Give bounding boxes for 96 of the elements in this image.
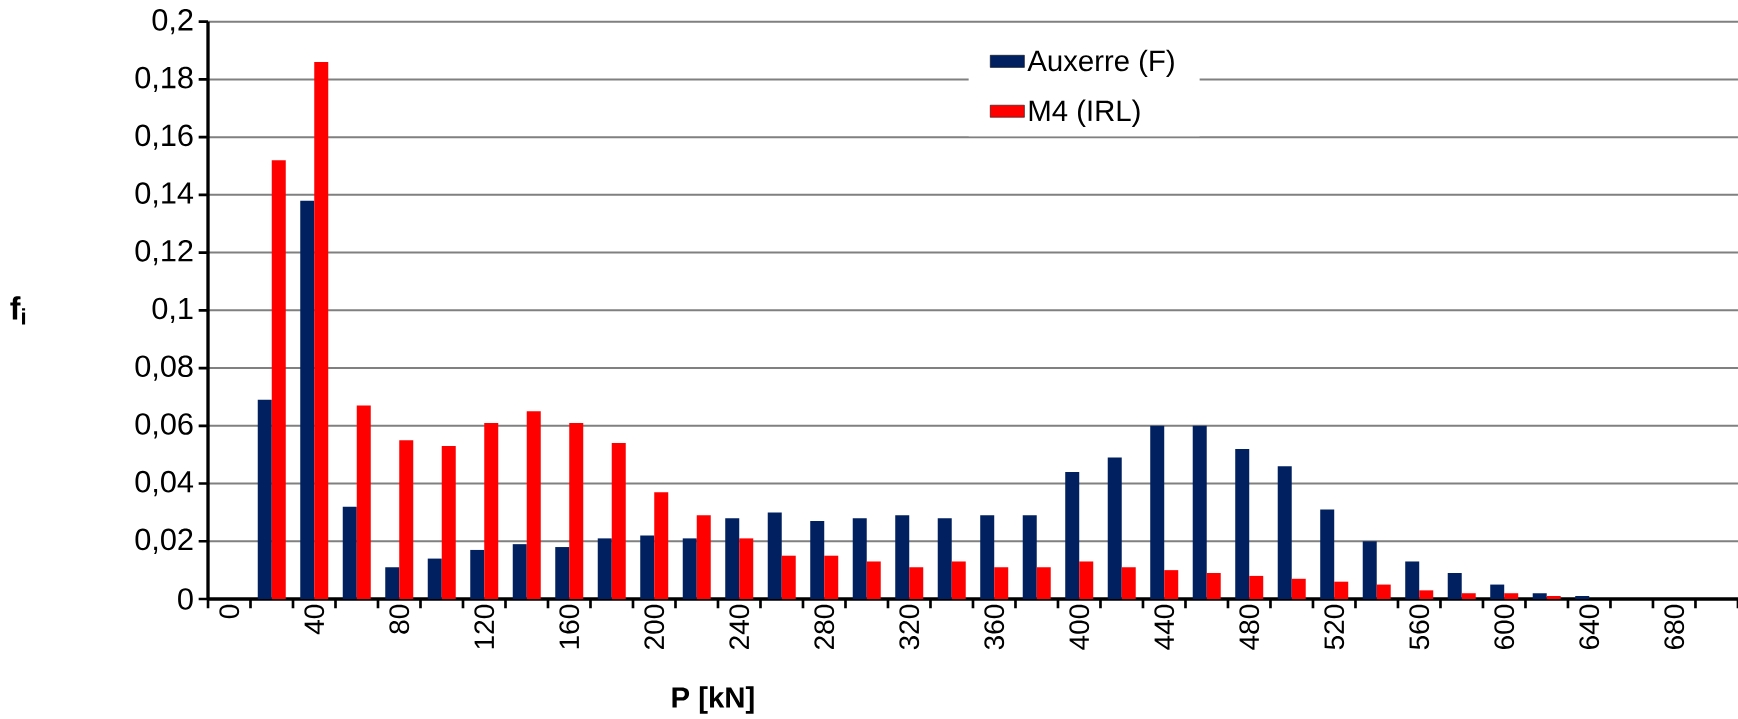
bar — [300, 200, 315, 599]
y-tick-label: 0,1 — [152, 297, 193, 324]
x-axis-title: P [kN] — [672, 686, 754, 714]
bar — [1320, 509, 1335, 599]
bar — [810, 521, 825, 599]
legend-label: M4 (IRL) — [1029, 99, 1140, 127]
x-tick-label: 560 — [1409, 604, 1430, 650]
x-tick-label: 160 — [559, 604, 580, 649]
bar — [1277, 466, 1292, 599]
bar — [1164, 570, 1179, 599]
bar — [1206, 573, 1221, 599]
bar — [342, 506, 357, 599]
bar — [1235, 448, 1250, 599]
x-tick-label: 360 — [984, 604, 1005, 650]
bar — [909, 567, 924, 599]
bar — [951, 561, 966, 599]
bar — [696, 515, 711, 599]
bar — [1490, 584, 1505, 599]
x-tick-label: 120 — [474, 604, 495, 649]
bar — [484, 422, 499, 599]
x-tick-label: 80 — [389, 604, 410, 634]
y-tick-label: 0 — [178, 588, 193, 610]
bar — [611, 443, 626, 599]
y-tick-label: 0,06 — [135, 413, 193, 439]
bar — [399, 440, 414, 599]
bar — [512, 544, 527, 599]
bar — [640, 535, 655, 599]
x-tick-label: 480 — [1239, 604, 1260, 650]
x-tick-label: 600 — [1494, 604, 1515, 650]
bar — [725, 518, 740, 599]
bar — [1546, 596, 1561, 599]
bar — [1334, 581, 1349, 599]
bar — [937, 518, 952, 599]
y-tick-label: 0,18 — [135, 66, 193, 93]
x-tick-label: 200 — [644, 604, 665, 650]
x-tick-label: 280 — [814, 604, 835, 650]
bar — [314, 62, 329, 599]
bar — [569, 422, 584, 599]
bar — [470, 549, 485, 599]
legend-label: Auxerre (F) — [1027, 49, 1174, 78]
bar — [1447, 573, 1462, 599]
x-tick-label: 400 — [1069, 604, 1090, 650]
bar — [1036, 567, 1051, 599]
bar — [739, 538, 754, 599]
bar — [654, 492, 669, 599]
x-tick-label: 440 — [1154, 604, 1175, 650]
y-tick-label: 0,08 — [135, 355, 193, 381]
x-tick-label: 320 — [899, 604, 920, 650]
bar — [994, 567, 1009, 599]
x-tick-label: 640 — [1579, 604, 1600, 650]
bar — [385, 567, 400, 599]
y-tick-label: 0,02 — [135, 528, 193, 554]
x-tick-label: 240 — [729, 604, 750, 650]
x-tick-label: 40 — [304, 604, 325, 635]
bar — [1376, 584, 1391, 599]
x-tick-label: 0 — [219, 604, 240, 619]
bar — [1192, 425, 1207, 599]
bar — [356, 405, 371, 599]
bar — [1121, 567, 1136, 599]
bar — [824, 555, 839, 599]
bar — [555, 547, 570, 599]
y-tick-label: 0,14 — [135, 182, 194, 208]
bar — [682, 538, 697, 599]
x-tick-label: 680 — [1664, 604, 1685, 650]
bar — [597, 538, 612, 599]
bar — [1419, 590, 1434, 599]
bar — [1107, 457, 1122, 599]
bar — [1022, 515, 1037, 599]
y-tick-label: 0,2 — [152, 9, 193, 35]
bar — [1532, 593, 1547, 599]
bar — [1575, 596, 1590, 599]
y-axis-title: f$_{i}$ — [10, 296, 26, 325]
bar — [1504, 593, 1519, 599]
bar — [852, 518, 867, 599]
y-tick-label: 0,12 — [135, 239, 193, 266]
x-tick-label: 520 — [1324, 604, 1345, 650]
bar — [1150, 425, 1165, 599]
bar — [1405, 561, 1420, 599]
bar — [257, 399, 272, 599]
bar — [895, 515, 910, 599]
bar — [866, 561, 881, 599]
y-tick-label: 0,04 — [135, 470, 194, 497]
bar — [427, 558, 442, 599]
bar — [781, 555, 796, 599]
bar — [1249, 575, 1264, 599]
bar — [1065, 471, 1080, 599]
bar — [1291, 578, 1306, 599]
bar — [767, 512, 782, 599]
y-tick-label: 0,16 — [135, 124, 193, 150]
bar — [980, 515, 995, 599]
bar — [1461, 593, 1476, 599]
bar — [441, 446, 456, 599]
bar — [1362, 541, 1377, 599]
bar — [526, 411, 541, 599]
bar — [1079, 561, 1094, 599]
bar — [271, 160, 286, 599]
